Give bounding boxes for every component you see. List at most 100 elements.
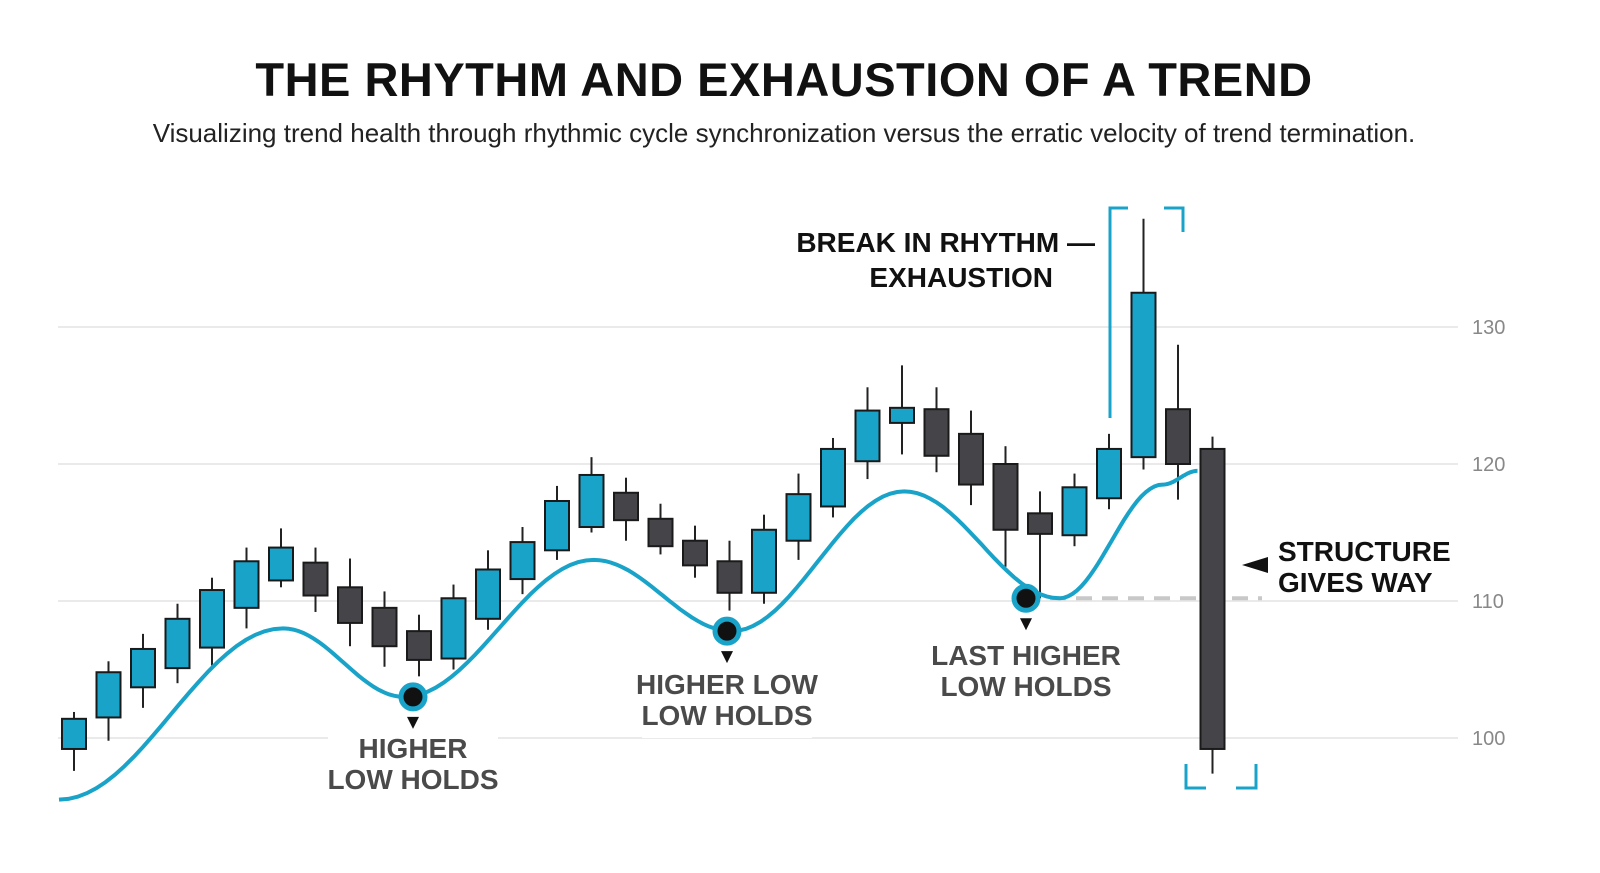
y-tick-label: 110 (1472, 591, 1504, 613)
candle (371, 591, 398, 667)
candle-body (371, 606, 398, 648)
structure-label-line: GIVES WAY (1278, 567, 1433, 598)
pivot-dot (1011, 583, 1041, 613)
candle-body (958, 432, 984, 486)
candle-body (302, 561, 329, 597)
candle-body (647, 517, 674, 548)
candle (130, 633, 156, 708)
exhaustion-bracket-right (1164, 206, 1185, 232)
candle-body (992, 463, 1019, 531)
pivot-label-line: LOW HOLDS (641, 700, 812, 731)
candle-body (440, 597, 467, 660)
page-subtitle: Visualizing trend health through rhythmi… (152, 118, 1416, 148)
candle (233, 547, 260, 629)
candle-body (95, 671, 122, 719)
pivot-label-line: LAST HIGHER (931, 640, 1121, 671)
candle-body (820, 447, 846, 508)
candle (992, 446, 1019, 567)
structure-arrow (1242, 557, 1268, 573)
candle (406, 614, 432, 677)
candle (544, 485, 570, 560)
candle-body (199, 589, 225, 649)
exhaustion-label-line: EXHAUSTION (869, 262, 1053, 293)
candle-body (1165, 408, 1191, 466)
exhaustion-label-line: BREAK IN RHYTHM — (796, 227, 1095, 258)
candle (440, 584, 467, 670)
candle-body (475, 568, 501, 620)
candle (268, 528, 294, 588)
candle-body (1027, 512, 1053, 535)
candle-body (785, 493, 812, 542)
candle (854, 387, 881, 480)
candle (199, 577, 225, 666)
candle (475, 550, 501, 630)
candle (337, 558, 363, 647)
candle-body (233, 560, 260, 609)
candle-body (1130, 291, 1157, 459)
candlesticks (61, 218, 1226, 774)
page-title: THE RHYTHM AND EXHAUSTION OF A TREND (255, 53, 1313, 106)
candle (1027, 491, 1053, 599)
y-axis-ticks: 100 110 120 130 (1472, 317, 1505, 750)
pivot-label-line: LOW HOLDS (327, 764, 498, 795)
candle-body (130, 647, 156, 689)
pivot-arrow (1020, 618, 1032, 631)
candle (61, 711, 87, 771)
candle-body (751, 528, 777, 594)
candle-body (854, 409, 881, 463)
candle-body (337, 586, 363, 624)
pivot-label-line: HIGHER LOW (636, 669, 819, 700)
candle (923, 387, 950, 473)
candle (578, 457, 605, 533)
candle (820, 437, 846, 518)
candle (785, 473, 812, 560)
candle-body (164, 617, 191, 670)
pivot-dot (712, 616, 742, 646)
candle (889, 365, 915, 455)
candle-body (61, 717, 87, 750)
candle (95, 661, 122, 741)
pivot-label-line: HIGHER (359, 733, 468, 764)
candle (647, 503, 674, 555)
candle (751, 514, 777, 604)
breakdown-bracket-right (1236, 764, 1258, 790)
candle (1130, 218, 1157, 470)
pivot-label-bg (328, 730, 498, 802)
candle-body (716, 560, 743, 594)
breakdown-bracket-left (1184, 764, 1206, 790)
candle-body (682, 539, 708, 567)
candle (1061, 473, 1088, 547)
exhaustion-bracket-left (1108, 206, 1128, 418)
candle-body (889, 406, 915, 424)
candle (958, 410, 984, 506)
pivot-label-bg (941, 637, 1111, 709)
candle-body (578, 473, 605, 529)
candle (1199, 436, 1226, 774)
pivot-arrow (407, 716, 419, 729)
candle (716, 540, 743, 611)
candle-body (406, 630, 432, 661)
y-tick-label: 130 (1472, 317, 1505, 339)
candle-body (268, 546, 294, 582)
candle-body (1061, 486, 1088, 537)
candle (509, 527, 536, 595)
candle (302, 547, 329, 612)
candle (1096, 433, 1122, 510)
candle (164, 603, 191, 684)
y-tick-label: 120 (1472, 454, 1505, 476)
candle-body (509, 541, 536, 581)
structure-label-line: STRUCTURE (1278, 536, 1451, 567)
pivot-arrow (721, 651, 733, 664)
candle-body (613, 491, 639, 522)
candle (682, 525, 708, 578)
candle (1165, 344, 1191, 500)
annotations: BREAK IN RHYTHM — EXHAUSTION STRUCTUREGIVE… (796, 206, 1451, 790)
candle-body (1199, 447, 1226, 750)
pivot-dot (398, 682, 428, 712)
pivot-label-bg (642, 666, 812, 738)
